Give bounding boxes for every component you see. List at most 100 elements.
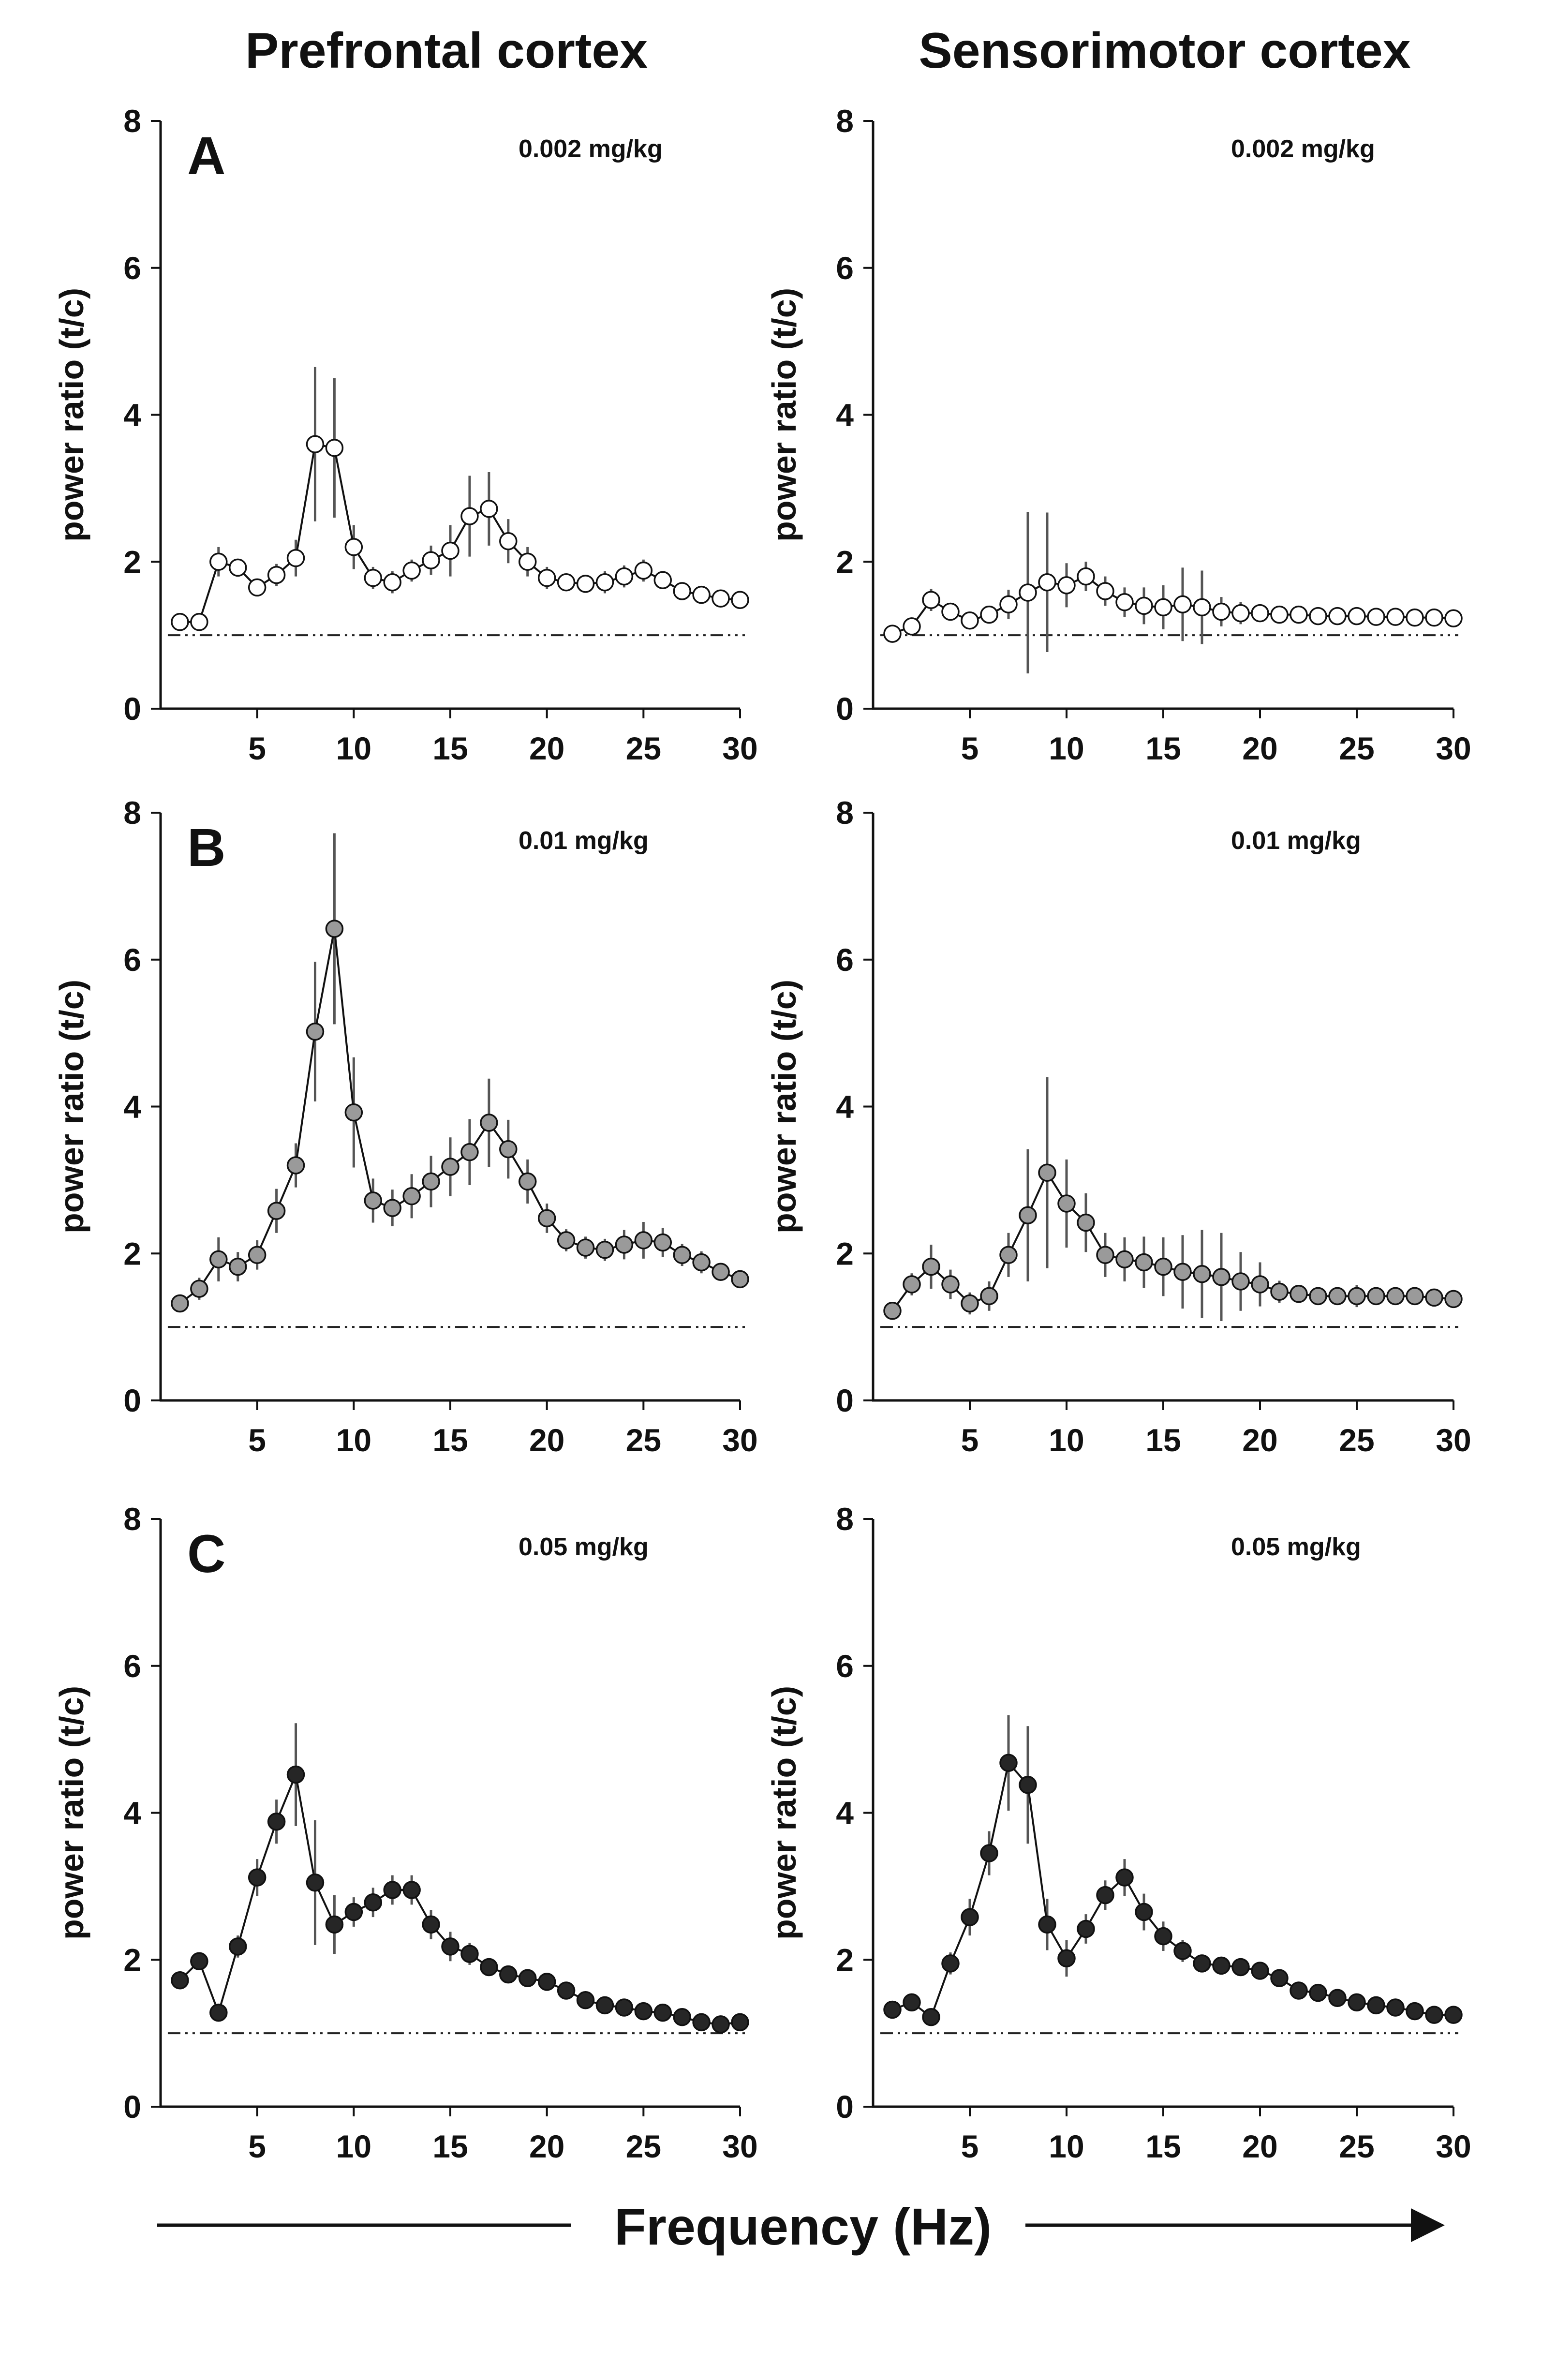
data-point bbox=[941, 1954, 960, 1973]
data-point bbox=[1328, 1989, 1347, 2007]
data-point bbox=[480, 1958, 498, 1977]
data-point bbox=[961, 611, 979, 630]
data-point bbox=[1135, 1903, 1153, 1921]
y-tick-label: 4 bbox=[123, 1795, 141, 1831]
data-point bbox=[961, 1908, 979, 1926]
data-point bbox=[1386, 1998, 1405, 2017]
data-point bbox=[1019, 1206, 1037, 1225]
dose-annotation: 0.002 mg/kg bbox=[1231, 135, 1375, 163]
x-tick-label: 25 bbox=[626, 1422, 661, 1458]
data-point bbox=[1348, 607, 1366, 625]
data-point bbox=[1077, 1919, 1095, 1938]
x-tick-label: 15 bbox=[432, 2128, 468, 2164]
data-point bbox=[576, 1991, 595, 2009]
dose-annotation: 0.01 mg/kg bbox=[1231, 827, 1361, 855]
panel-letter: B bbox=[187, 818, 225, 878]
data-point bbox=[1444, 1290, 1463, 1309]
data-point bbox=[883, 1301, 902, 1320]
y-tick-label: 8 bbox=[123, 795, 141, 831]
data-point bbox=[286, 1765, 305, 1784]
data-point bbox=[364, 1191, 383, 1210]
x-tick-label: 15 bbox=[1145, 730, 1181, 766]
data-point bbox=[1057, 1949, 1076, 1967]
data-point bbox=[673, 1246, 691, 1264]
data-point bbox=[557, 1981, 576, 2000]
x-tick-label: 10 bbox=[336, 1422, 371, 1458]
x-tick-label: 25 bbox=[626, 2128, 661, 2164]
data-point bbox=[537, 1973, 556, 1991]
data-point bbox=[325, 920, 344, 938]
data-point bbox=[1154, 598, 1172, 617]
data-point bbox=[286, 1156, 305, 1175]
data-point bbox=[980, 605, 998, 624]
x-tick-label: 25 bbox=[1339, 1422, 1374, 1458]
chart-panel-3: 0 2 4 6 8 5 10 15 20 25 30 power ratio (t/c) B 0.01 m… bbox=[53, 795, 758, 1458]
x-tick-label: 20 bbox=[1242, 730, 1277, 766]
data-point bbox=[267, 565, 286, 584]
data-point bbox=[1115, 1250, 1134, 1269]
x-tick-label: 30 bbox=[1436, 730, 1471, 766]
data-point bbox=[190, 1279, 208, 1298]
x-tick-label: 20 bbox=[529, 1422, 564, 1458]
data-point bbox=[518, 552, 537, 571]
data-point bbox=[576, 575, 595, 593]
y-tick-label: 2 bbox=[123, 1942, 141, 1978]
data-point bbox=[171, 613, 189, 631]
data-point bbox=[653, 1233, 672, 1252]
data-point bbox=[1309, 607, 1327, 625]
y-tick-label: 0 bbox=[836, 691, 854, 727]
chart-panel-5: 0 2 4 6 8 5 10 15 20 25 30 power ratio (t/c) C 0.05 m… bbox=[53, 1501, 758, 2164]
data-point bbox=[209, 552, 228, 571]
y-tick-label: 4 bbox=[836, 397, 854, 433]
data-point bbox=[731, 2013, 749, 2032]
data-point bbox=[903, 1275, 921, 1294]
y-tick-label: 0 bbox=[123, 2089, 141, 2125]
data-point bbox=[171, 1971, 189, 1990]
data-point bbox=[1057, 1194, 1076, 1213]
data-point bbox=[499, 532, 518, 550]
data-point bbox=[1193, 1265, 1211, 1283]
series-line bbox=[179, 1771, 741, 2025]
y-tick-label: 6 bbox=[123, 942, 141, 978]
chart-panel-4: 0 2 4 6 8 5 10 15 20 25 30 power ratio (t/c) 0.01 mg… bbox=[765, 795, 1471, 1458]
data-point bbox=[1173, 1942, 1192, 1960]
data-point bbox=[1193, 1954, 1211, 1973]
data-point bbox=[1135, 596, 1153, 615]
data-point bbox=[883, 2000, 902, 2019]
x-tick-label: 5 bbox=[248, 730, 266, 766]
x-tick-label: 5 bbox=[961, 1422, 979, 1458]
data-point bbox=[248, 578, 267, 597]
y-tick-label: 4 bbox=[123, 1089, 141, 1125]
data-point bbox=[190, 1952, 208, 1971]
data-point bbox=[1212, 602, 1231, 621]
data-point bbox=[1328, 607, 1347, 625]
data-point bbox=[1270, 605, 1289, 624]
data-point bbox=[653, 571, 672, 589]
data-point bbox=[1173, 595, 1192, 614]
data-point bbox=[1406, 2002, 1424, 2021]
y-tick-label: 8 bbox=[836, 795, 854, 831]
data-point bbox=[441, 541, 460, 560]
data-point bbox=[1115, 1868, 1134, 1887]
data-point bbox=[1251, 604, 1269, 623]
data-point bbox=[595, 573, 614, 592]
y-tick-label: 6 bbox=[836, 250, 854, 286]
data-point bbox=[422, 1172, 440, 1191]
data-point bbox=[267, 1202, 286, 1220]
data-point bbox=[1077, 567, 1095, 586]
data-point bbox=[557, 1231, 576, 1250]
data-point bbox=[1309, 1983, 1327, 2002]
y-tick-label: 2 bbox=[836, 1942, 854, 1978]
data-point bbox=[1386, 608, 1405, 626]
data-point bbox=[518, 1969, 537, 1987]
y-tick-label: 8 bbox=[836, 103, 854, 139]
data-point bbox=[1077, 1213, 1095, 1232]
chart-panel-1: 0 2 4 6 8 5 10 15 20 25 30 power ratio (t/c) A 0.002 … bbox=[53, 103, 758, 766]
y-tick-label: 2 bbox=[123, 544, 141, 580]
x-tick-label: 30 bbox=[1436, 1422, 1471, 1458]
dose-annotation: 0.05 mg/kg bbox=[519, 1533, 649, 1561]
data-point bbox=[731, 591, 749, 609]
x-tick-label: 5 bbox=[961, 730, 979, 766]
y-tick-label: 0 bbox=[123, 691, 141, 727]
